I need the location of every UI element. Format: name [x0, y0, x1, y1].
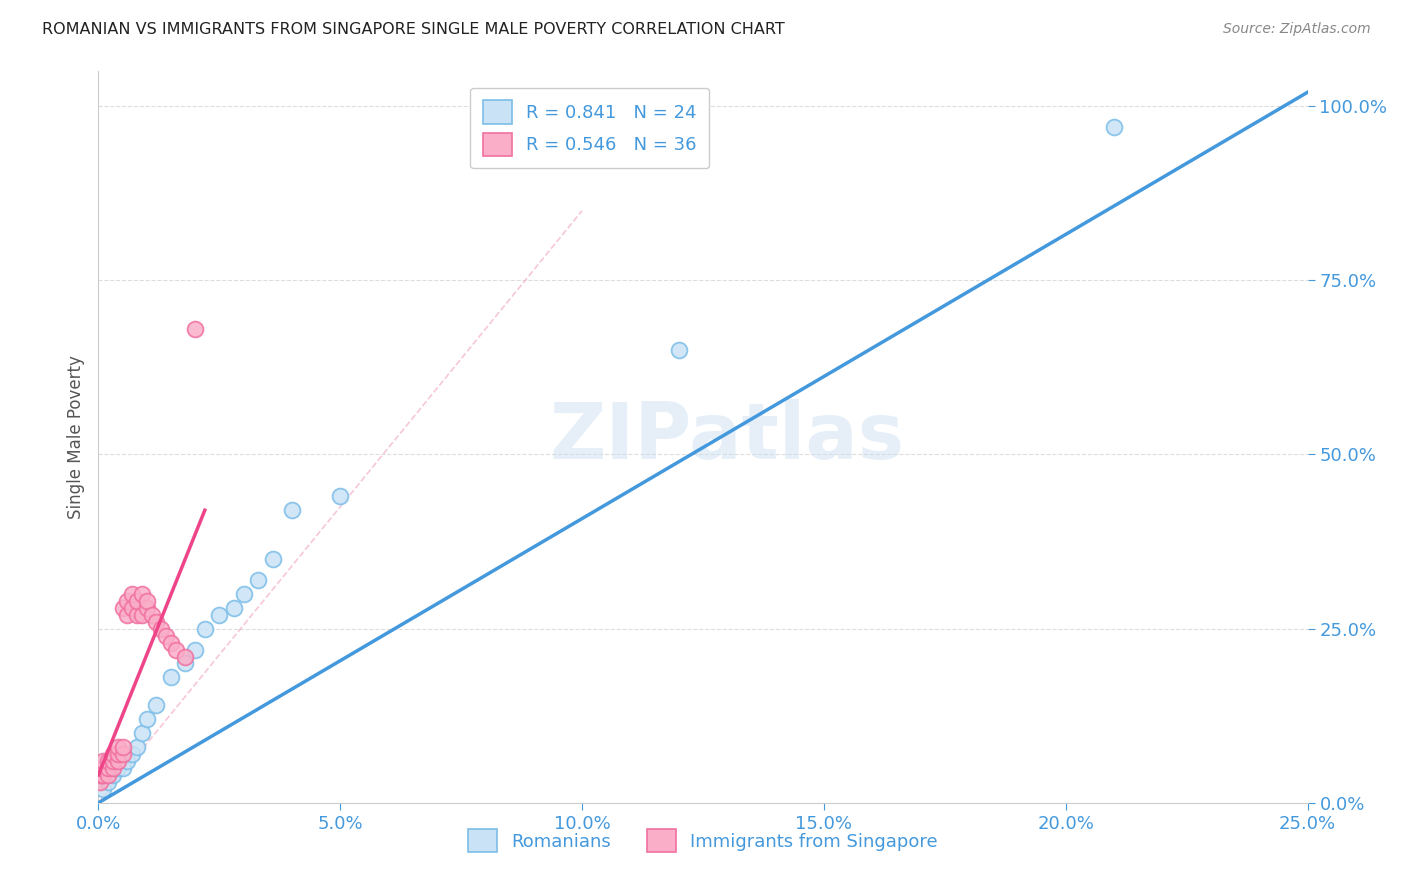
Text: Source: ZipAtlas.com: Source: ZipAtlas.com	[1223, 22, 1371, 37]
Point	[127, 607, 149, 622]
Point	[127, 594, 149, 608]
Point	[107, 761, 129, 775]
Point	[208, 607, 231, 622]
Point	[281, 503, 304, 517]
Point	[101, 768, 124, 782]
Point	[184, 322, 207, 336]
Point	[91, 768, 114, 782]
Point	[97, 768, 120, 782]
Point	[89, 775, 111, 789]
Y-axis label: Single Male Poverty: Single Male Poverty	[66, 355, 84, 519]
Point	[155, 629, 177, 643]
Point	[111, 600, 134, 615]
Point	[131, 726, 153, 740]
Point	[184, 642, 207, 657]
Point	[91, 754, 114, 768]
Point	[91, 761, 114, 775]
Point	[97, 761, 120, 775]
Text: ROMANIAN VS IMMIGRANTS FROM SINGAPORE SINGLE MALE POVERTY CORRELATION CHART: ROMANIAN VS IMMIGRANTS FROM SINGAPORE SI…	[42, 22, 785, 37]
Point	[194, 622, 217, 636]
Point	[247, 573, 270, 587]
Point	[90, 768, 112, 782]
Point	[101, 747, 124, 761]
Point	[135, 600, 157, 615]
Point	[107, 754, 129, 768]
Point	[174, 649, 197, 664]
Point	[150, 622, 173, 636]
Point	[117, 594, 139, 608]
Point	[101, 754, 124, 768]
Point	[97, 775, 120, 789]
Point	[145, 698, 167, 713]
Point	[668, 343, 690, 357]
Point	[111, 740, 134, 755]
Point	[222, 600, 245, 615]
Point	[107, 747, 129, 761]
Point	[135, 594, 157, 608]
Point	[329, 489, 352, 503]
Point	[232, 587, 254, 601]
Point	[121, 587, 143, 601]
Point	[121, 747, 143, 761]
Point	[127, 740, 149, 755]
Text: ZIPatlas: ZIPatlas	[550, 399, 904, 475]
Point	[97, 754, 120, 768]
Point	[131, 587, 153, 601]
Point	[107, 740, 129, 755]
Point	[145, 615, 167, 629]
Point	[117, 754, 139, 768]
Point	[135, 712, 157, 726]
Point	[160, 670, 183, 684]
Point	[141, 607, 163, 622]
Point	[91, 781, 114, 796]
Point	[262, 552, 284, 566]
Point	[111, 761, 134, 775]
Point	[165, 642, 187, 657]
Legend: Romanians, Immigrants from Singapore: Romanians, Immigrants from Singapore	[461, 822, 945, 860]
Point	[101, 761, 124, 775]
Point	[117, 607, 139, 622]
Point	[174, 657, 197, 671]
Point	[160, 635, 183, 649]
Point	[90, 768, 112, 782]
Point	[121, 600, 143, 615]
Point	[111, 747, 134, 761]
Point	[1102, 120, 1125, 134]
Point	[131, 607, 153, 622]
